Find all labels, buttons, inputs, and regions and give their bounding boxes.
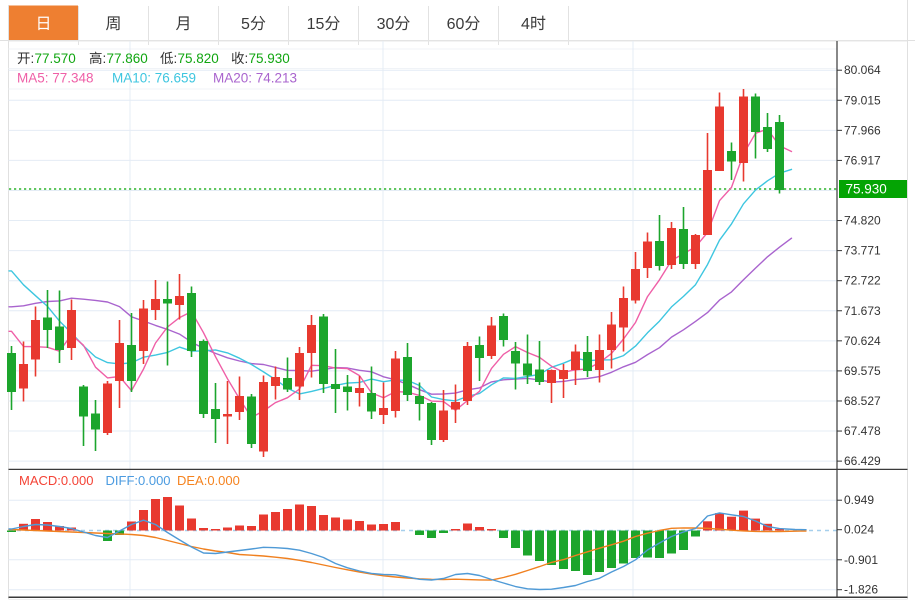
- svg-text:77.966: 77.966: [844, 123, 881, 137]
- svg-text:79.015: 79.015: [844, 93, 881, 107]
- svg-text:77.860: 77.860: [107, 51, 148, 66]
- svg-text:MA5: 77.348: MA5: 77.348: [17, 71, 94, 86]
- svg-text:0.024: 0.024: [844, 523, 874, 537]
- svg-text:4: 4: [521, 16, 530, 33]
- svg-text::: :: [245, 51, 249, 66]
- svg-text:67.478: 67.478: [844, 424, 881, 438]
- svg-text:MACD:0.000: MACD:0.000: [19, 473, 93, 488]
- svg-text::: :: [103, 51, 107, 66]
- svg-text:66.429: 66.429: [844, 454, 881, 468]
- svg-text:MA20: 74.213: MA20: 74.213: [213, 71, 297, 86]
- svg-text:DEA:0.000: DEA:0.000: [177, 473, 240, 488]
- svg-text::: :: [31, 51, 35, 66]
- svg-text::: :: [174, 51, 178, 66]
- svg-text:80.064: 80.064: [844, 63, 881, 77]
- svg-text:73.771: 73.771: [844, 244, 881, 258]
- svg-text:DIFF:0.000: DIFF:0.000: [106, 473, 171, 488]
- svg-text:15: 15: [307, 16, 325, 33]
- svg-text:5: 5: [241, 16, 250, 33]
- svg-text:60: 60: [447, 16, 465, 33]
- svg-text:75.930: 75.930: [846, 182, 887, 197]
- svg-text:30: 30: [377, 16, 395, 33]
- svg-text:72.722: 72.722: [844, 274, 881, 288]
- svg-text:68.527: 68.527: [844, 394, 881, 408]
- svg-text:MA10: 76.659: MA10: 76.659: [112, 71, 196, 86]
- svg-text:75.820: 75.820: [178, 51, 219, 66]
- svg-text:-1.826: -1.826: [844, 583, 878, 597]
- svg-text:70.624: 70.624: [844, 334, 881, 348]
- svg-text:77.570: 77.570: [35, 51, 76, 66]
- svg-text:75.930: 75.930: [249, 51, 290, 66]
- svg-text:74.820: 74.820: [844, 214, 881, 228]
- svg-text:71.673: 71.673: [844, 304, 881, 318]
- svg-text:-0.901: -0.901: [844, 553, 878, 567]
- svg-text:69.575: 69.575: [844, 364, 881, 378]
- svg-text:0.949: 0.949: [844, 493, 874, 507]
- svg-text:76.917: 76.917: [844, 153, 881, 167]
